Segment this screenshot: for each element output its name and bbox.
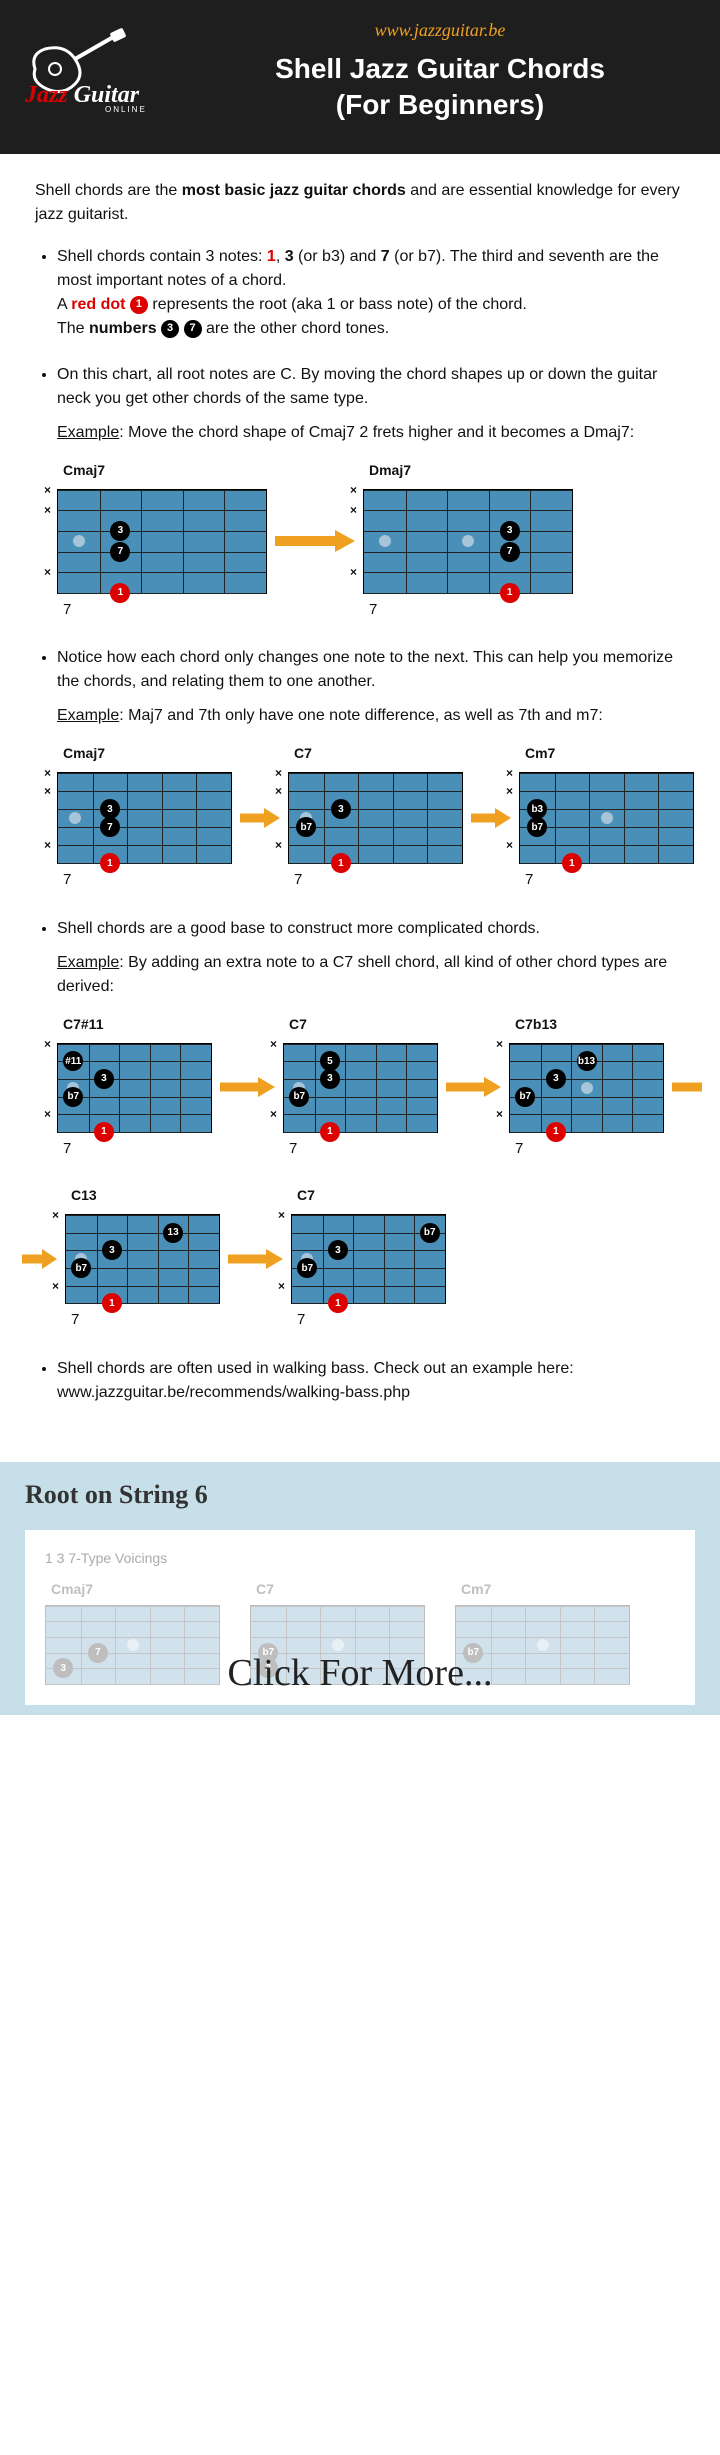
bullet-list: Shell chords contain 3 notes: 1, 3 (or b… (35, 245, 685, 1405)
chord-diagram-c7: C7 ×× 5 3 b7 1 7 (283, 1014, 438, 1161)
logo: Jazz Guitar ONLINE (25, 24, 165, 119)
fretboard: ×× b13 3 b7 1 (509, 1043, 664, 1133)
bullet-item: On this chart, all root notes are C. By … (57, 363, 685, 622)
chord-diagram-cmaj7: Cmaj7 ××× 3 7 1 7 (57, 460, 267, 622)
intro-paragraph: Shell chords are the most basic jazz gui… (35, 179, 685, 227)
click-for-more-link[interactable]: Click For More... (25, 1651, 695, 1695)
arrow-icon (471, 807, 511, 829)
chord-diagram-c7: C7 ×× b7 3 b7 1 7 (291, 1185, 446, 1332)
fretboard: ×× 5 3 b7 1 (283, 1043, 438, 1133)
chord-diagram-dmaj7: Dmaj7 ××× 3 7 1 7 (363, 460, 573, 622)
voicing-box: 1 3 7-Type Voicings Cmaj7 7 3 C7 b7 (25, 1530, 695, 1705)
fretboard: ××× 3 b7 1 (288, 772, 463, 864)
fretboard: ×× 13 3 b7 1 (65, 1214, 220, 1304)
chord-diagram-c13: C13 ×× 13 3 b7 1 7 (65, 1185, 220, 1332)
arrow-icon (672, 1076, 702, 1098)
chord-row-1: Cmaj7 ××× 3 7 1 7 (57, 460, 685, 622)
bullet-item: Shell chords contain 3 notes: 1, 3 (or b… (57, 245, 685, 341)
tone-dot-icon: 7 (184, 320, 202, 338)
header-text: www.jazzguitar.be Shell Jazz Guitar Chor… (185, 20, 695, 124)
fretboard: ××× 3 7 1 (57, 489, 267, 594)
chord-row-2: Cmaj7 ××× 3 7 1 7 C7 (57, 743, 685, 892)
chord-diagram-cm7: Cm7 ××× b3 b7 1 7 (519, 743, 694, 892)
arrow-icon (228, 1248, 283, 1270)
arrow-icon (275, 528, 355, 554)
site-url: www.jazzguitar.be (185, 20, 695, 41)
page-header: Jazz Guitar ONLINE www.jazzguitar.be She… (0, 0, 720, 154)
chord-diagram-c7sharp11: C7#11 ×× #11 3 b7 1 7 (57, 1014, 212, 1161)
arrow-icon (220, 1076, 275, 1098)
fretboard: ×× b7 3 b7 1 (291, 1214, 446, 1304)
arrow-icon (240, 807, 280, 829)
main-content: Shell chords are the most basic jazz gui… (0, 154, 720, 1452)
chord-diagram-c7b13: C7b13 ×× b13 3 b7 1 7 (509, 1014, 664, 1161)
tone-dot-icon: 3 (161, 320, 179, 338)
root-dot-icon: 1 (130, 296, 148, 314)
chord-row-3b: C13 ×× 13 3 b7 1 7 C7 (57, 1185, 685, 1332)
arrow-icon (446, 1076, 501, 1098)
chord-diagram-cmaj7: Cmaj7 ××× 3 7 1 7 (57, 743, 232, 892)
page-title: Shell Jazz Guitar Chords (For Beginners) (185, 51, 695, 124)
chord-diagram-c7: C7 ××× 3 b7 1 7 (288, 743, 463, 892)
arrow-icon (22, 1248, 57, 1270)
bullet-item: Shell chords are often used in walking b… (57, 1357, 685, 1405)
logo-guitar-icon: Jazz Guitar ONLINE (25, 24, 165, 114)
chord-row-3a: C7#11 ×× #11 3 b7 1 7 C7 (57, 1014, 685, 1161)
section-root-string-6: Root on String 6 1 3 7-Type Voicings Cma… (0, 1462, 720, 1715)
svg-text:ONLINE: ONLINE (105, 105, 147, 114)
voicing-label: 1 3 7-Type Voicings (45, 1550, 675, 1566)
fretboard: ××× 3 7 1 (363, 489, 573, 594)
fretboard: ××× b3 b7 1 (519, 772, 694, 864)
bullet-item: Shell chords are a good base to construc… (57, 917, 685, 1332)
fretboard: ×× #11 3 b7 1 (57, 1043, 212, 1133)
fretboard: ××× 3 7 1 (57, 772, 232, 864)
section-title: Root on String 6 (25, 1480, 695, 1510)
bullet-item: Notice how each chord only changes one n… (57, 646, 685, 892)
